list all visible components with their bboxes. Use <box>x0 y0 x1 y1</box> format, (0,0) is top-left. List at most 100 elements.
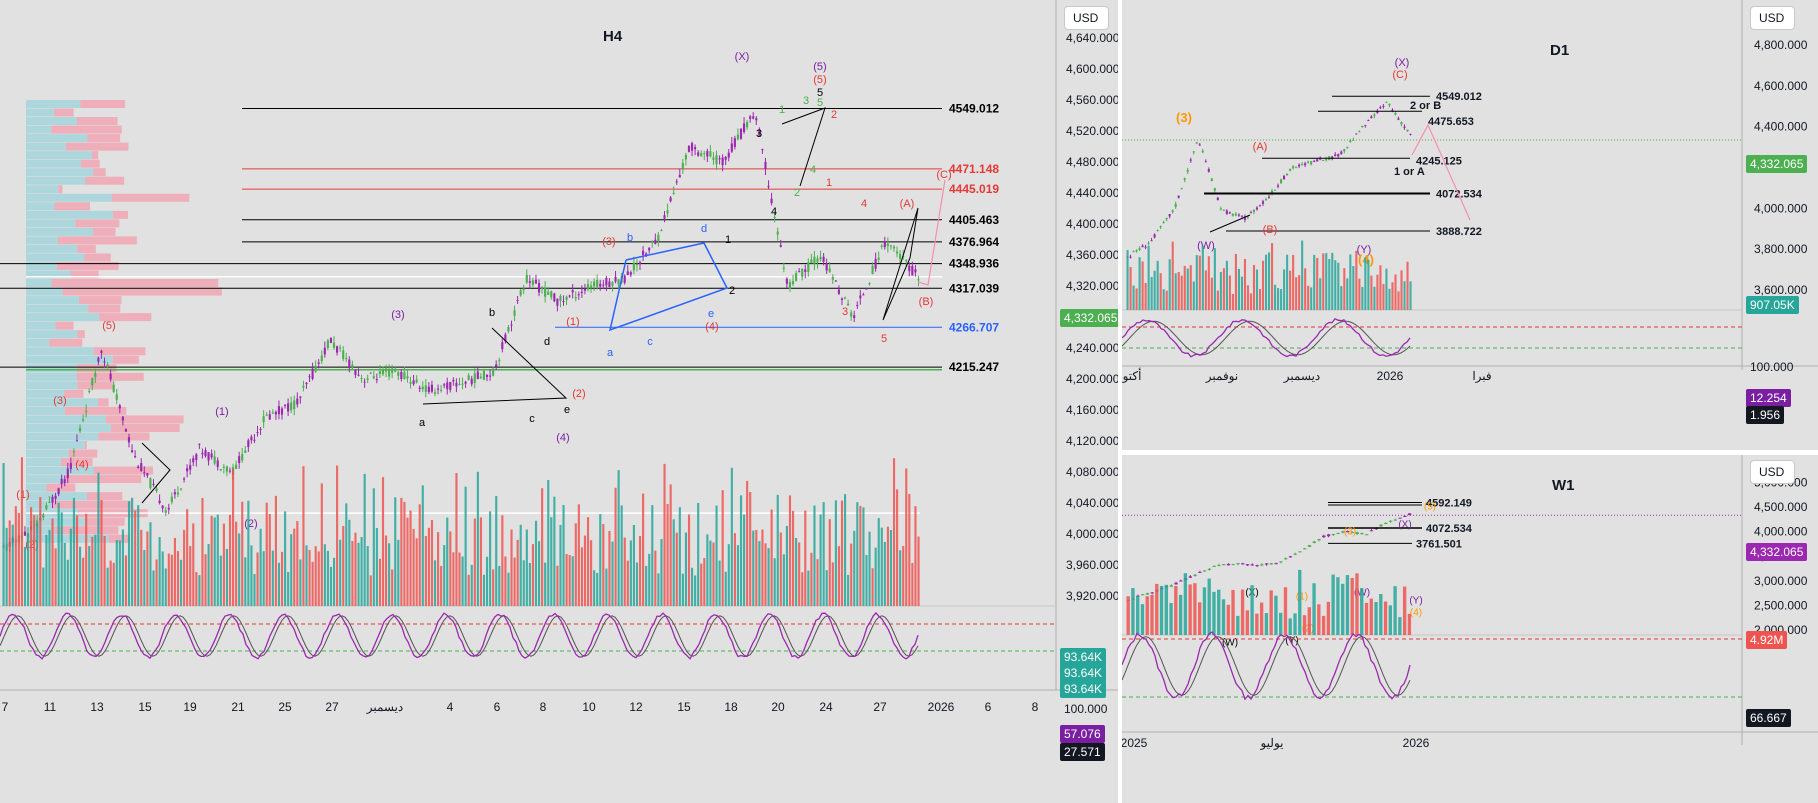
h4-candle <box>75 440 79 442</box>
h4-candle <box>106 364 109 366</box>
h4-candle <box>137 466 140 469</box>
h4-candle <box>596 279 599 287</box>
w1-candle <box>1379 524 1383 527</box>
h4-volume-bar <box>767 548 770 606</box>
d1-volume-bar <box>1328 259 1331 310</box>
h4-time-tick: 21 <box>231 700 245 714</box>
d1-currency-button[interactable]: USD <box>1750 6 1796 30</box>
h4-volume-bar <box>691 567 694 606</box>
d1-volume-bar <box>1373 286 1376 310</box>
w1-volume-bar <box>1240 589 1245 635</box>
h4-candle <box>510 324 513 326</box>
h4-volume-bar <box>36 523 39 606</box>
h4-level-label: 4348.936 <box>949 257 999 271</box>
d1-volume-bar <box>1138 257 1141 310</box>
d1-candle <box>1349 140 1352 143</box>
d1-volume-bar <box>1340 286 1343 310</box>
d1-candle <box>1207 169 1210 172</box>
d1-wave-label: (X) <box>1395 57 1410 69</box>
h4-candle <box>736 134 740 140</box>
h4-candle <box>700 153 703 157</box>
h4-candle <box>917 279 920 281</box>
w1-wave-label: (4) <box>1410 608 1422 619</box>
h4-price-tick: 4,520.000 <box>1066 124 1118 138</box>
d1-chart-panel[interactable]: 4,800.0004,600.0004,400.0004,200.0004,00… <box>1122 0 1818 450</box>
d1-candle <box>1282 175 1286 180</box>
w1-volume-bar <box>1274 595 1278 635</box>
h4-candle <box>623 275 626 283</box>
d1-volume-bar <box>1304 268 1307 310</box>
d1-candle <box>1177 195 1180 198</box>
h4-candle <box>834 280 837 282</box>
d1-candle <box>1216 197 1219 201</box>
h4-currency-button[interactable]: USD <box>1064 6 1110 30</box>
h4-candle <box>614 276 617 282</box>
d1-candle <box>1382 105 1385 107</box>
w1-time-tick: 2025 <box>1122 736 1148 750</box>
h4-candle <box>666 210 669 214</box>
h4-candle <box>339 347 342 349</box>
w1-currency-button[interactable]: USD <box>1750 460 1796 484</box>
h4-candle <box>127 437 131 443</box>
h4-volume-bar <box>908 494 911 606</box>
h4-volume-bar <box>489 511 492 606</box>
h4-volume-profile-bar <box>26 134 88 143</box>
h4-volume-bar <box>804 510 807 606</box>
w1-volume-bar <box>1312 583 1316 635</box>
d1-level-label: 4549.012 <box>1436 91 1482 103</box>
h4-volume-bar <box>850 543 853 606</box>
h4-level-label: 4317.039 <box>949 281 999 295</box>
w1-candle <box>1250 564 1254 566</box>
d1-volume-bar <box>1400 270 1403 310</box>
h4-candle <box>807 262 810 272</box>
h4-volume-bar <box>645 565 648 606</box>
d1-candle <box>1304 163 1307 166</box>
h4-volume-profile-bar <box>26 100 81 108</box>
h4-volume-bar <box>351 541 354 606</box>
d1-candle <box>1385 101 1388 103</box>
d1-chart-canvas[interactable]: 4,800.0004,600.0004,400.0004,200.0004,00… <box>1122 0 1818 450</box>
h4-candle <box>519 290 522 296</box>
w1-chart-canvas[interactable]: 5,000.0004,500.0004,000.0003,500.0003,00… <box>1122 455 1818 803</box>
w1-time-tick: يوليو <box>1259 736 1283 750</box>
d1-candle <box>1219 208 1222 210</box>
d1-candle <box>1334 154 1337 156</box>
h4-level-label: 4215.247 <box>949 360 999 374</box>
h4-volume-profile-bar <box>65 142 129 151</box>
w1-candle <box>1269 563 1274 565</box>
h4-candle <box>798 271 801 273</box>
w1-candle <box>1303 548 1307 550</box>
w1-volume-bar <box>1198 602 1202 635</box>
h4-wave-label: d <box>544 336 550 348</box>
h4-volume-bar <box>381 477 385 606</box>
w1-candle <box>1241 563 1245 565</box>
h4-candle <box>672 192 675 194</box>
h4-volume-bar <box>727 544 730 606</box>
w1-candle <box>1245 564 1250 566</box>
h4-candle <box>914 269 917 273</box>
w1-volume-bar <box>1317 604 1321 635</box>
h4-candle <box>440 389 443 391</box>
h4-time-tick: 6 <box>494 700 501 714</box>
h4-wave-label: (A) <box>900 198 915 210</box>
h4-volume-profile-bar <box>98 398 109 407</box>
h4-candle <box>593 281 596 287</box>
d1-volume-bar <box>1331 252 1334 310</box>
d1-candle <box>1264 199 1268 201</box>
h4-volume-bar <box>510 529 513 606</box>
h4-chart-canvas[interactable]: 4,640.000 4,600.000 4,560.000 4,520.000 4,48… <box>0 0 1118 803</box>
h4-volume-bar <box>406 517 409 606</box>
h4-volume-bar <box>66 559 69 606</box>
h4-volume-bar <box>290 534 293 606</box>
h4-volume-bar <box>813 505 816 606</box>
h4-candle <box>752 116 755 119</box>
w1-chart-panel[interactable]: 5,000.0004,500.0004,000.0003,500.0003,00… <box>1122 455 1818 803</box>
h4-volume-bar <box>332 557 336 606</box>
w1-volume-bar <box>1364 602 1369 635</box>
h4-candle <box>412 380 415 385</box>
h4-volume-bar <box>877 518 880 606</box>
h4-volume-bar <box>917 536 920 606</box>
h4-volume-bar <box>302 466 305 606</box>
h4-chart-panel[interactable]: 4,640.000 4,600.000 4,560.000 4,520.000 4,48… <box>0 0 1118 803</box>
h4-volume-bar <box>424 535 427 606</box>
